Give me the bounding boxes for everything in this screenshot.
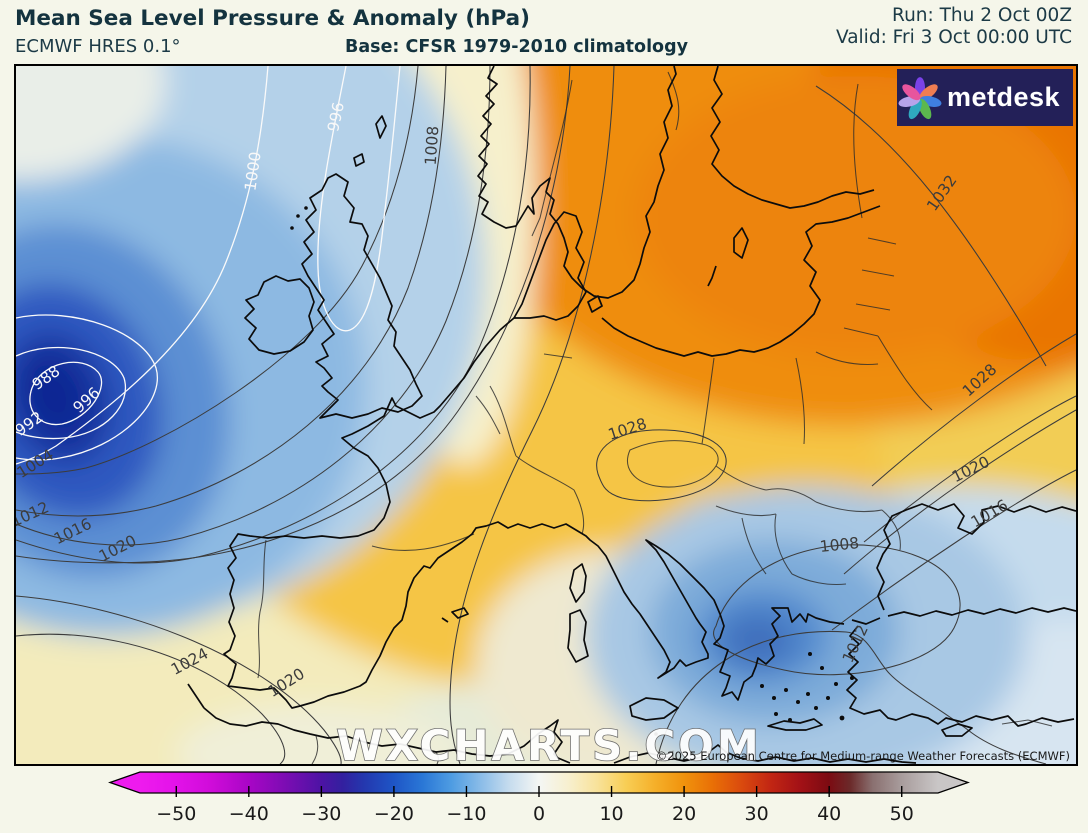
isobar-1016-right <box>831 469 1076 631</box>
isobar-1000 <box>16 66 269 465</box>
climatology-base-label: Base: CFSR 1979-2010 climatology <box>345 37 689 57</box>
isobar-1008-se <box>713 544 961 676</box>
isobar-996 <box>16 314 158 461</box>
pinwheel-petal <box>908 98 922 119</box>
colorbar-tick-label: 20 <box>672 803 696 825</box>
attribution-text: ©2025 European Centre for Medium-range W… <box>655 749 1070 763</box>
metdesk-logo-text: metdesk <box>947 82 1061 112</box>
isobar-label: 1008 <box>422 125 443 166</box>
coast-north-africa <box>187 683 917 764</box>
coast-great-britain <box>301 173 423 419</box>
isobar-992 <box>16 346 127 440</box>
metdesk-logo: metdesk <box>897 69 1073 126</box>
pinwheel-petal <box>902 83 921 100</box>
isobar-988 <box>29 361 103 426</box>
anomaly-field <box>16 66 1076 764</box>
coast-shetland <box>353 115 387 167</box>
anomaly-colorbar: −50 −40 −30 −20 −10 0 10 20 30 40 50 <box>108 771 970 825</box>
colorbar-tick-label: 10 <box>599 803 623 825</box>
page-title: Mean Sea Level Pressure & Anomaly (hPa) <box>15 6 530 31</box>
colorbar-tick-label: 40 <box>817 803 841 825</box>
coast-scandinavia <box>477 66 677 299</box>
watermark: WXCHARTS.COM <box>336 721 761 764</box>
coast-marmara-blacksea <box>851 503 1076 625</box>
coast-west-europe <box>223 317 845 709</box>
coastlines <box>187 66 1076 764</box>
isobar-label: 996 <box>324 101 348 134</box>
pinwheel-petal <box>919 83 938 100</box>
coast-finland-baltic <box>601 66 881 357</box>
colorbar-gradient-bar <box>108 771 970 794</box>
colorbar-tick-label: −30 <box>301 803 341 825</box>
coast-turkey <box>846 625 1075 727</box>
colorbar-tick-label: −40 <box>229 803 269 825</box>
isobar-1012-se <box>655 630 1047 764</box>
isobar-label: 1008 <box>819 534 860 556</box>
colorbar-tick-label: 30 <box>745 803 769 825</box>
metdesk-pinwheel-icon <box>898 76 942 119</box>
colorbar-ticks: −50 −40 −30 −20 −10 0 10 20 30 40 50 <box>156 786 914 825</box>
coast-gotland <box>707 227 749 287</box>
island-dots <box>290 206 854 736</box>
model-label: ECMWF HRES 0.1° <box>15 36 181 57</box>
colorbar-tick-label: 0 <box>533 803 545 825</box>
isobar-1020-right <box>843 409 1076 575</box>
isobar-1024-sweep <box>449 66 615 764</box>
isobar-1008 <box>16 66 447 517</box>
isobars-light <box>16 66 401 465</box>
map-image: 988 992 996 996 1000 1004 1008 1012 1016 1020 1024… <box>14 64 1078 766</box>
isobar-label: 1000 <box>241 151 264 193</box>
isobar-1024-right <box>863 395 1076 543</box>
coast-aegean-islands <box>767 718 973 737</box>
coast-islands-west-med <box>441 563 679 721</box>
isobar-1004 <box>16 66 419 475</box>
coast-ireland <box>244 275 315 355</box>
isobar-1032 <box>815 85 1047 367</box>
isobar-1020-bl <box>16 595 342 764</box>
run-valid-block: Run: Thu 2 Oct 00Z Valid: Fri 3 Oct 00:0… <box>836 5 1072 49</box>
isobar-1020 <box>16 66 571 564</box>
colorbar-tick-label: −10 <box>446 803 486 825</box>
run-time: Run: Thu 2 Oct 00Z <box>892 5 1072 26</box>
coast-denmark <box>513 211 603 321</box>
colorbar-tick-label: −50 <box>156 803 196 825</box>
colorbar-tick-label: 50 <box>890 803 914 825</box>
isobar-1028-right <box>871 333 1076 487</box>
pressure-anomaly-map: 9889929969961000100410081012101610201024… <box>16 66 1076 764</box>
colorbar-tick-label: −20 <box>374 803 414 825</box>
country-borders <box>257 71 1053 764</box>
valid-time: Valid: Fri 3 Oct 00:00 UTC <box>835 27 1072 48</box>
